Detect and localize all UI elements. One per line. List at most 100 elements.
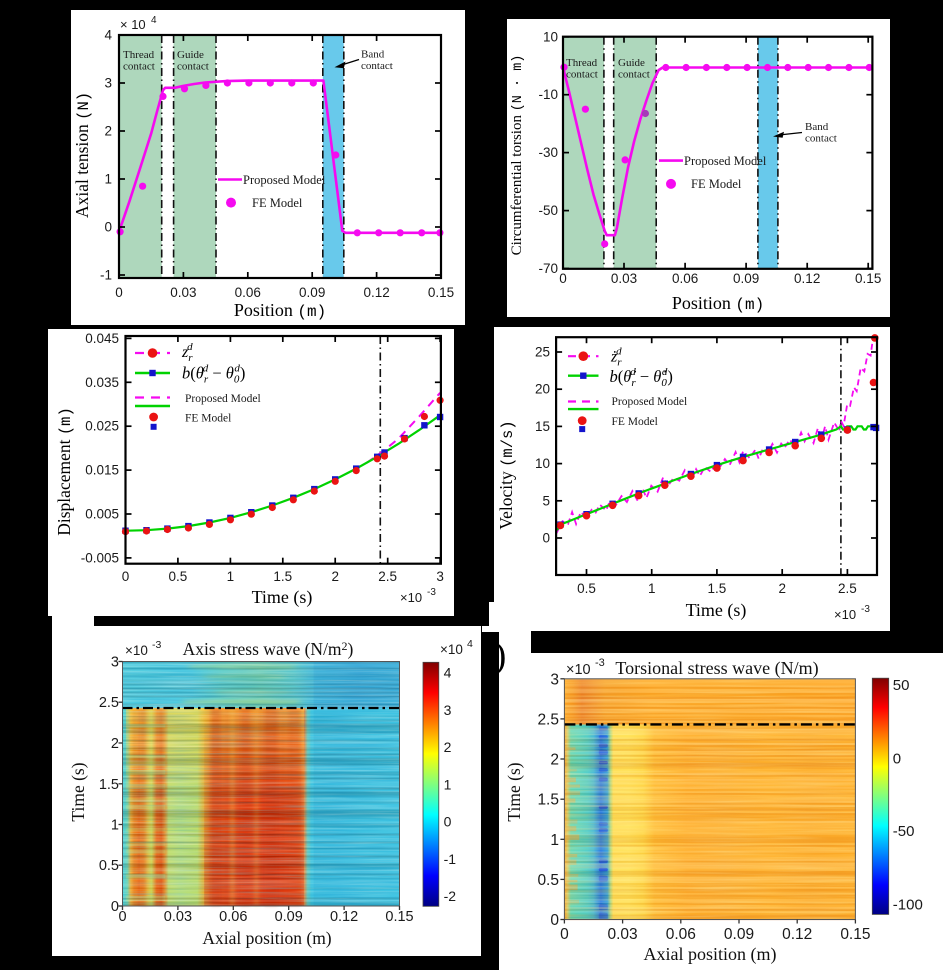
svg-text:b(θrd − θ0d): b(θrd − θ0d) [182, 363, 245, 386]
svg-text:×10: ×10 [834, 607, 856, 622]
svg-text:contact: contact [618, 69, 650, 81]
svg-text:Proposed Model: Proposed Model [684, 154, 767, 168]
svg-text:0.12: 0.12 [782, 926, 812, 943]
svg-text:3: 3 [111, 655, 119, 671]
svg-text:3: 3 [436, 569, 444, 584]
svg-text:2: 2 [550, 752, 559, 769]
svg-text:0.15: 0.15 [840, 926, 870, 943]
svg-text:0.09: 0.09 [733, 271, 759, 286]
svg-text:0.03: 0.03 [608, 926, 638, 943]
svg-text:× 10: × 10 [120, 17, 146, 32]
svg-text:1: 1 [648, 581, 656, 596]
svg-text:0.06: 0.06 [666, 926, 696, 943]
svg-text:4: 4 [104, 28, 112, 43]
svg-text:b(θ̇rd − θ̇0d): b(θ̇rd − θ̇0d) [610, 366, 673, 389]
svg-text:0: 0 [559, 271, 567, 286]
svg-text:2: 2 [104, 124, 112, 139]
svg-text:20: 20 [535, 382, 550, 397]
svg-text:Time (s): Time (s) [686, 600, 747, 621]
svg-text:0: 0 [115, 285, 123, 300]
svg-text:1: 1 [227, 569, 235, 584]
svg-text:1.5: 1.5 [99, 777, 119, 793]
svg-text:-3: -3 [595, 657, 605, 669]
svg-text:2: 2 [331, 569, 339, 584]
svg-text:contact: contact [177, 61, 209, 73]
svg-text:Axial tension (N): Axial tension (N) [72, 92, 93, 218]
svg-text:0: 0 [122, 569, 130, 584]
svg-text:×10: ×10 [125, 643, 148, 658]
svg-text:-70: -70 [538, 261, 558, 276]
svg-text:0: 0 [550, 912, 559, 929]
svg-text:0.5: 0.5 [169, 569, 188, 584]
svg-text:0.005: 0.005 [85, 507, 119, 522]
svg-text:4: 4 [467, 638, 473, 650]
svg-text:Band: Band [805, 121, 829, 133]
svg-text:2: 2 [778, 581, 786, 596]
svg-text:): ) [499, 636, 506, 677]
svg-text:0.03: 0.03 [164, 909, 192, 925]
svg-text:Velocity (m/s): Velocity (m/s) [496, 420, 517, 529]
svg-text:2: 2 [111, 736, 119, 752]
svg-text:żrd: żrd [610, 346, 622, 369]
svg-text:Position (m): Position (m) [672, 293, 764, 314]
svg-text:0.15: 0.15 [385, 909, 413, 925]
svg-text:Proposed Model: Proposed Model [185, 393, 261, 405]
svg-text:1.5: 1.5 [708, 581, 727, 596]
svg-text:Proposed Model: Proposed Model [612, 396, 688, 408]
svg-text:3: 3 [550, 671, 559, 688]
svg-text:0: 0 [104, 220, 112, 235]
svg-text:-1: -1 [100, 268, 112, 283]
svg-text:contact: contact [123, 61, 155, 73]
svg-text:0.12: 0.12 [794, 271, 820, 286]
svg-text:-100: -100 [893, 897, 923, 914]
svg-text:Thread: Thread [123, 49, 155, 61]
svg-text:×10: ×10 [566, 662, 591, 678]
svg-text:-1: -1 [444, 851, 457, 867]
svg-text:FE Model: FE Model [252, 196, 303, 210]
svg-text:-3: -3 [427, 587, 436, 598]
svg-text:FE Model: FE Model [691, 177, 742, 191]
svg-text:1.5: 1.5 [273, 569, 292, 584]
svg-text:0.5: 0.5 [99, 858, 119, 874]
svg-text:2.5: 2.5 [99, 695, 119, 711]
svg-text:2.5: 2.5 [838, 581, 857, 596]
svg-text:0.12: 0.12 [330, 909, 358, 925]
svg-text:contact: contact [361, 60, 393, 72]
svg-text:3: 3 [444, 702, 452, 718]
svg-text:-30: -30 [538, 145, 558, 160]
svg-text:0.015: 0.015 [85, 463, 119, 478]
svg-text:1: 1 [550, 832, 559, 849]
svg-text:0: 0 [444, 814, 452, 830]
svg-text:Time (s): Time (s) [252, 587, 313, 608]
svg-text:Time (s): Time (s) [504, 762, 524, 821]
svg-text:0.12: 0.12 [363, 285, 389, 300]
svg-text:-3: -3 [861, 604, 870, 615]
svg-text:FE Model: FE Model [612, 416, 658, 428]
svg-text:0.09: 0.09 [299, 285, 325, 300]
svg-text:10: 10 [535, 456, 550, 471]
svg-text:Axial position (m): Axial position (m) [202, 928, 331, 948]
svg-text:Guide: Guide [618, 57, 645, 69]
svg-text:-50: -50 [538, 203, 558, 218]
svg-text:0.025: 0.025 [85, 419, 119, 434]
svg-text:-10: -10 [538, 87, 558, 102]
svg-text:Axial position (m): Axial position (m) [644, 944, 777, 965]
svg-text:FE Model: FE Model [185, 412, 231, 424]
svg-text:2.5: 2.5 [537, 711, 559, 728]
svg-text:Guide: Guide [177, 49, 204, 61]
svg-text:0.03: 0.03 [170, 285, 196, 300]
svg-text:0.035: 0.035 [85, 375, 119, 390]
svg-text:0: 0 [111, 899, 119, 915]
svg-text:0: 0 [560, 926, 569, 943]
svg-text:15: 15 [535, 419, 550, 434]
svg-text:-50: -50 [893, 823, 915, 840]
svg-text:50: 50 [893, 677, 910, 694]
svg-text:Axis stress wave (N/m2): Axis stress wave (N/m2) [183, 639, 354, 659]
svg-text:25: 25 [535, 345, 550, 360]
svg-text:Displacement (m): Displacement (m) [54, 407, 75, 536]
svg-text:0.5: 0.5 [577, 581, 596, 596]
svg-text:0: 0 [118, 909, 126, 925]
svg-text:0.15: 0.15 [428, 285, 454, 300]
svg-text:0.09: 0.09 [724, 926, 754, 943]
svg-text:2.5: 2.5 [378, 569, 397, 584]
